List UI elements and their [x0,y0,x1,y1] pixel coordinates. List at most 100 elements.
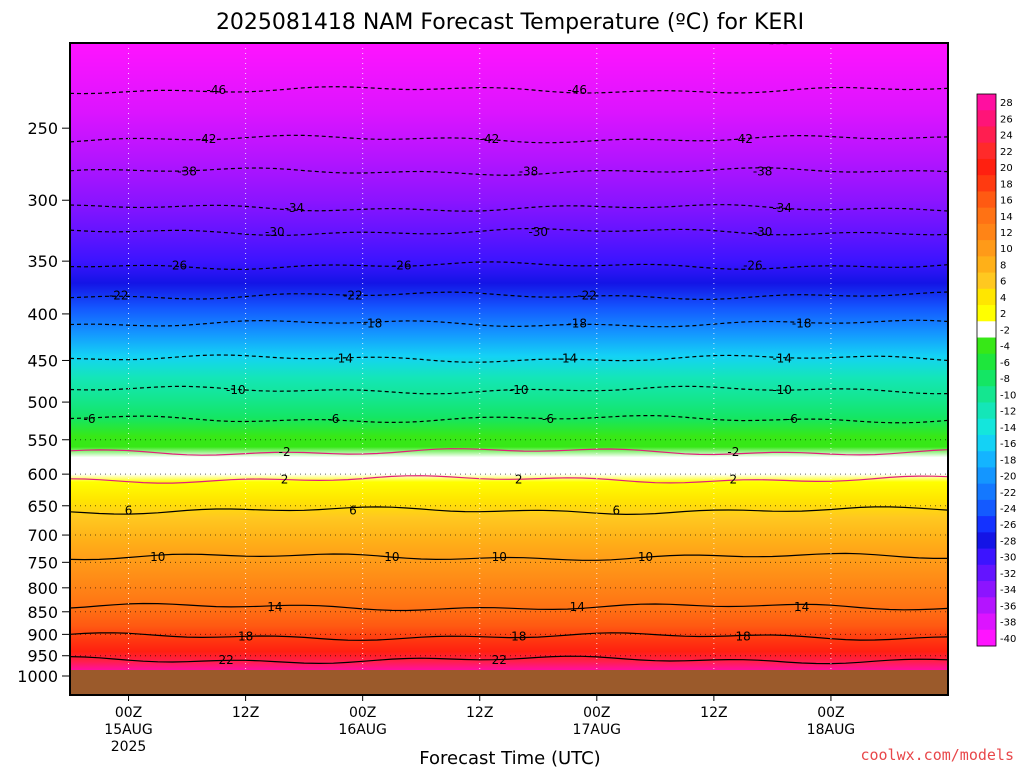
contour-label: -6 [786,412,798,426]
contour-label: -10 [509,383,529,397]
colorbar-swatch [977,499,996,517]
colorbar-label: -26 [1000,520,1016,531]
contour-label: 10 [638,550,653,564]
y-tick-label: 500 [27,393,58,412]
colorbar-label: 22 [1000,147,1013,158]
colorbar-swatch [977,613,996,631]
colorbar-swatch [977,207,996,225]
colorbar-label: -30 [1000,553,1016,564]
colorbar-swatch [977,126,996,144]
contour-label: -42 [197,132,217,146]
colorbar-swatch [977,597,996,615]
colorbar-swatch [977,629,996,647]
colorbar-swatch [977,370,996,387]
colorbar-label: 4 [1000,293,1006,304]
y-tick-label: 250 [27,119,58,138]
colorbar-swatch [977,110,996,127]
contour-label: -30 [265,225,285,239]
colorbar-label: 14 [1000,212,1013,223]
x-tick-label: 16AUG [338,722,387,738]
contour-label: 18 [238,630,253,644]
y-tick-label: 950 [27,647,58,666]
contour-label: -42 [480,132,500,146]
colorbar-swatch [977,516,996,533]
contour-label: 10 [150,550,165,564]
colorbar-swatch [977,467,996,485]
contour-label: -6 [542,412,554,426]
colorbar-swatch [977,305,996,322]
x-tick-label: 15AUG [104,722,153,738]
colorbar-label: 24 [1000,131,1013,142]
colorbar-label: -18 [1000,455,1016,466]
contour-label: -22 [343,289,363,303]
grid-lines [70,43,948,695]
contour-label: -50 [811,33,831,47]
colorbar-label: 2 [1000,309,1006,320]
contour-label: -38 [753,165,773,179]
contour-label: -10 [772,383,792,397]
colorbar-swatch [977,337,996,355]
colorbar-swatch [977,581,996,598]
colorbar-swatch [977,434,996,452]
ground-surface [70,670,948,695]
colorbar-swatch [977,256,996,274]
contour-label: 22 [492,653,507,667]
y-tick-label: 850 [27,603,58,622]
colorbar-label: 6 [1000,277,1006,288]
colorbar: 28 26 24 22 20 18 16 14 12 10 8 6 4 2 -2 -4 -6 -8 -10 -12 -1… [976,93,1016,647]
colorbar-label: -12 [1000,407,1016,418]
colorbar-label: -22 [1000,488,1016,499]
contour-label: -38 [519,165,539,179]
contour-label: -18 [567,317,587,331]
colorbar-swatch [977,288,996,306]
y-tick-label: 900 [27,625,58,644]
colorbar-label: -36 [1000,601,1016,612]
contour-label: -30 [753,225,773,239]
colorbar-swatch [977,418,996,436]
y-tick-label: 1000 [17,667,58,686]
colorbar-swatch [977,321,996,339]
contour-label: 22 [218,653,233,667]
contour-label: -34 [772,201,792,215]
y-tick-label: 300 [27,191,58,210]
contour-label: 6 [125,504,133,518]
x-tick-label: 00Z [115,705,142,721]
colorbar-swatch [977,548,996,566]
colorbar-label: 18 [1000,179,1013,190]
colorbar-swatch [977,272,996,290]
x-tick-label: 17AUG [573,722,622,738]
colorbar-swatch [977,240,996,257]
colorbar-label: -14 [1000,423,1016,434]
contour-label: 2 [730,472,738,486]
colorbar-label: 8 [1000,261,1006,272]
colorbar-label: 12 [1000,228,1013,239]
contour-label: -6 [84,412,96,426]
colorbar-label: 10 [1000,244,1013,255]
contour-label: -2 [279,445,291,459]
contour-label: -2 [727,445,739,459]
colorbar-label: 26 [1000,114,1013,125]
contour-label: -22 [109,289,129,303]
y-tick-label: 400 [27,305,58,324]
colorbar-swatch [977,386,996,403]
contour-label: 18 [735,630,750,644]
contour-label: 18 [511,630,526,644]
x-tick-label: 00Z [817,705,844,721]
y-tick-label: 450 [27,351,58,370]
colorbar-label: -20 [1000,472,1016,483]
contour-line [70,475,948,484]
colorbar-label: -2 [1000,325,1010,336]
contour-label: -18 [363,317,383,331]
y-axis-ticks: 250 300 350 400 450 500 550 600 650 700 750 800 850 9… [17,119,70,686]
contour-label: -46 [567,83,587,97]
contour-label: -34 [285,201,305,215]
contour-label: -6 [327,412,339,426]
y-tick-label: 550 [27,431,58,450]
colorbar-swatch [977,142,996,160]
colorbar-swatch [977,94,996,111]
colorbar-label: 20 [1000,163,1013,174]
x-tick-label: 2025 [111,739,147,755]
colorbar-swatch [977,191,996,209]
contour-label: -50 [294,33,314,47]
